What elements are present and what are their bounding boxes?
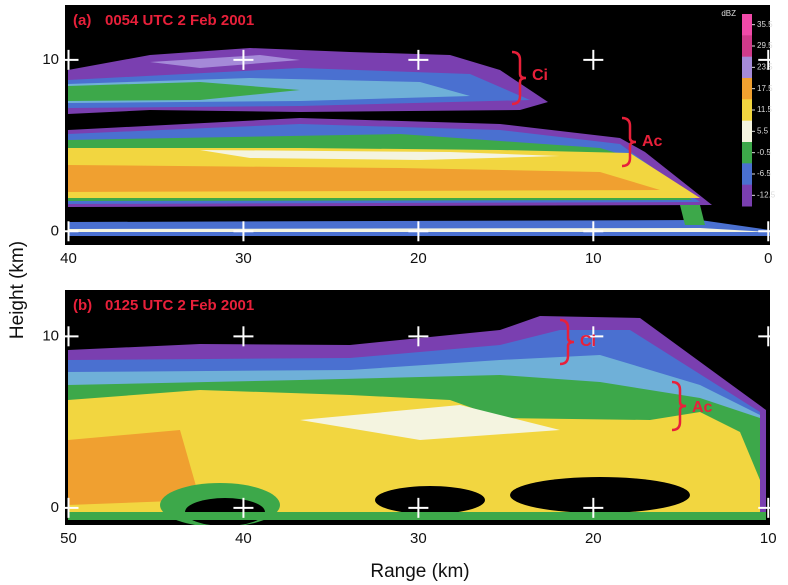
y-tick-label: 10 xyxy=(42,327,59,344)
annotation: Ci xyxy=(580,333,596,350)
panel-label: (b) xyxy=(73,297,92,314)
y-axis-label: Height (km) xyxy=(7,241,28,339)
colorbar-swatch xyxy=(742,163,752,185)
x-tick-label: 10 xyxy=(760,530,777,547)
colorbar-tick-label: 11.5 xyxy=(757,105,773,114)
x-tick-label: 40 xyxy=(60,250,77,267)
colorbar-tick-label: 35.5 xyxy=(757,20,773,29)
colorbar-tick-label: 29.5 xyxy=(757,41,773,50)
colorbar-tick-label: -12.5 xyxy=(757,190,776,199)
colorbar-swatch xyxy=(742,57,752,79)
figure: dBZ35.529.523.517.511.55.5-0.5-6.5-12.5 … xyxy=(0,0,788,585)
colorbar-title: dBZ xyxy=(721,9,736,18)
annotation: Ci xyxy=(532,67,548,84)
colorbar-swatch xyxy=(742,142,752,164)
x-tick-label: 30 xyxy=(410,530,427,547)
y-tick-label: 0 xyxy=(51,499,59,516)
colorbar-swatch xyxy=(742,35,752,57)
colorbar-tick-label: 23.5 xyxy=(757,62,773,71)
y-tick-label: 0 xyxy=(51,222,59,239)
x-tick-label: 40 xyxy=(235,530,252,547)
panel-title: 0125 UTC 2 Feb 2001 xyxy=(105,297,254,314)
panel-label: (a) xyxy=(73,12,91,29)
x-axis-label: Range (km) xyxy=(370,561,469,582)
reflectivity-field-a xyxy=(65,5,770,245)
colorbar-swatch xyxy=(742,121,752,143)
colorbar-tick-label: -0.5 xyxy=(757,148,771,157)
x-tick-label: 30 xyxy=(235,250,252,267)
colorbar-swatch xyxy=(742,78,752,100)
colorbar-tick-label: -6.5 xyxy=(757,169,771,178)
x-tick-label: 50 xyxy=(60,530,77,547)
x-tick-label: 10 xyxy=(585,250,602,267)
colorbar-swatch xyxy=(742,185,752,207)
colorbar-swatch xyxy=(742,99,752,121)
annotation: Ac xyxy=(642,133,663,150)
colorbar-tick-label: 5.5 xyxy=(757,126,769,135)
y-tick-label: 10 xyxy=(42,51,59,68)
annotation: Ac xyxy=(692,399,713,416)
colorbar-swatch xyxy=(742,14,752,36)
colorbar-tick-label: 17.5 xyxy=(757,84,773,93)
x-tick-label: 20 xyxy=(585,530,602,547)
reflectivity-field-b xyxy=(65,290,770,527)
x-tick-label: 0 xyxy=(764,250,772,267)
x-tick-label: 20 xyxy=(410,250,427,267)
panel-title: 0054 UTC 2 Feb 2001 xyxy=(105,12,254,29)
